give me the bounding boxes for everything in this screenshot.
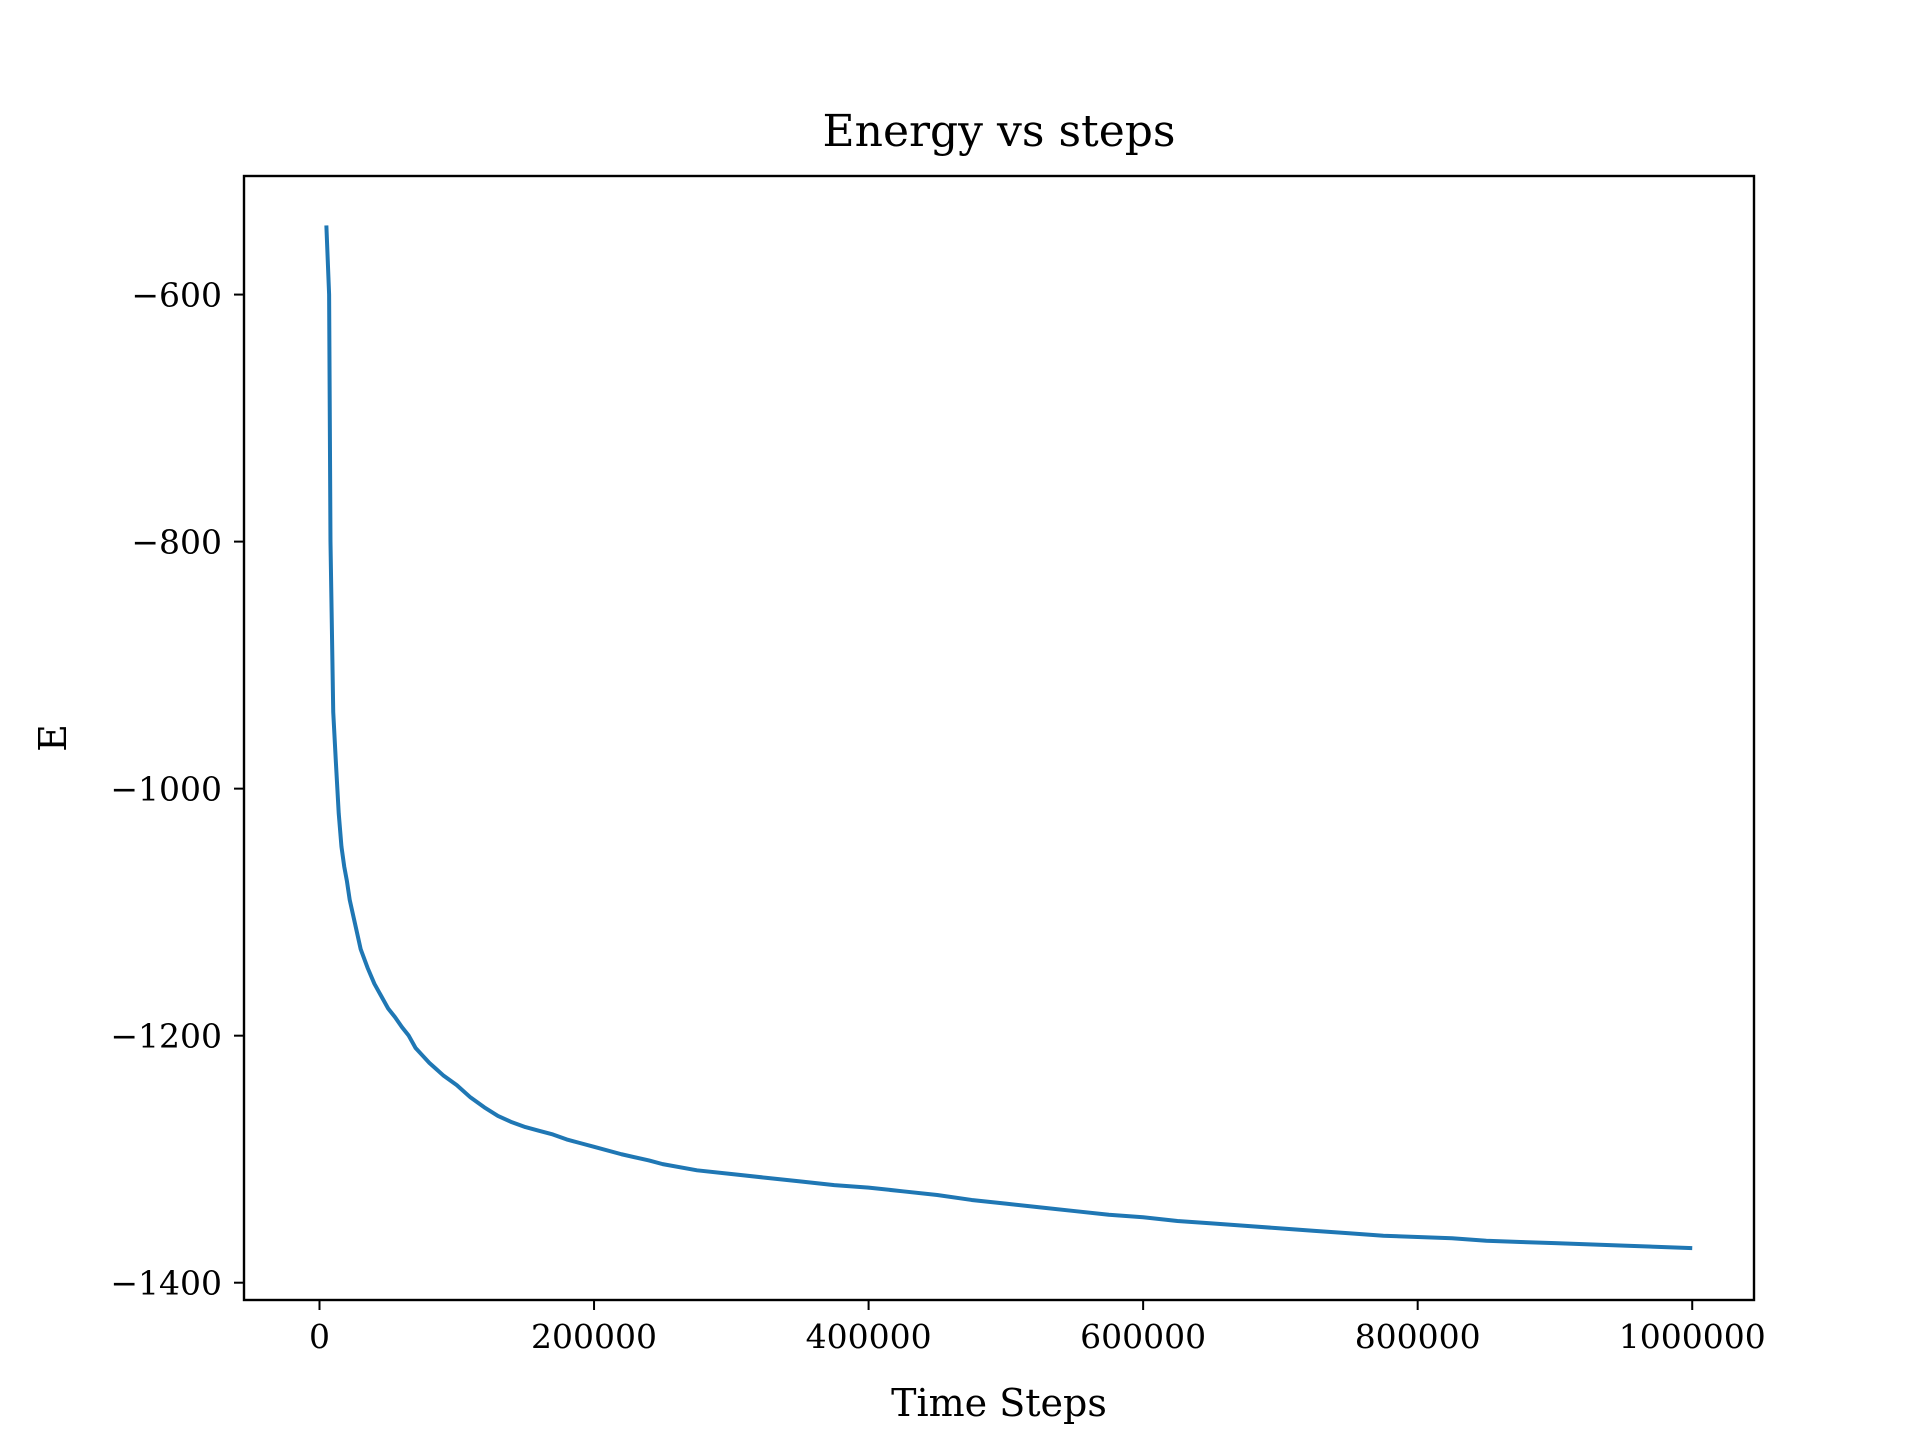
y-tick-label: −1400 bbox=[110, 1264, 222, 1303]
x-axis-label: Time Steps bbox=[891, 1381, 1107, 1425]
x-tick-label: 400000 bbox=[806, 1317, 932, 1356]
y-tick-label: −800 bbox=[131, 523, 222, 562]
ticks-layer: 0 200000 400000 600000 800000 1000000 −600 −800… bbox=[110, 276, 1765, 1356]
x-tick-label: 200000 bbox=[531, 1317, 657, 1356]
y-axis-label: E bbox=[31, 724, 75, 752]
y-tick-label: −1200 bbox=[110, 1017, 222, 1056]
x-tick-label: 600000 bbox=[1080, 1317, 1206, 1356]
y-tick-label: −1000 bbox=[110, 770, 222, 809]
x-tick-label: 0 bbox=[309, 1317, 330, 1356]
x-tick-label: 1000000 bbox=[1619, 1317, 1766, 1356]
y-tick-label: −600 bbox=[131, 276, 222, 315]
series-layer bbox=[324, 225, 1693, 1251]
plot-area-frame bbox=[242, 174, 1756, 1302]
energy-series-line bbox=[324, 225, 1693, 1251]
x-tick-label: 800000 bbox=[1355, 1317, 1481, 1356]
chart-title: Energy vs steps bbox=[822, 106, 1175, 157]
